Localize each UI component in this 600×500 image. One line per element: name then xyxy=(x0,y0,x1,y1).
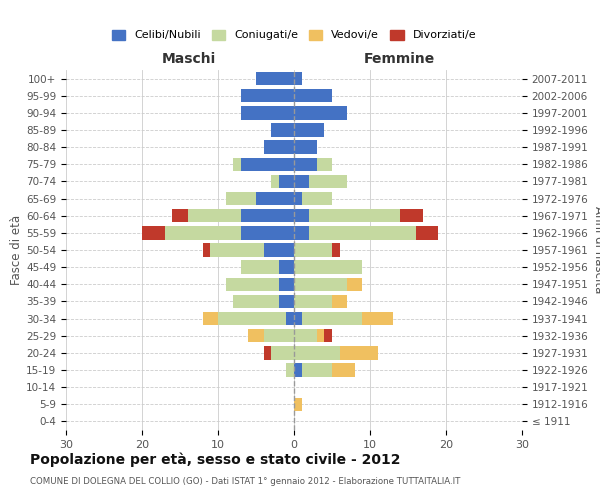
Bar xyxy=(256,192,294,205)
Bar xyxy=(286,364,294,376)
Text: Maschi: Maschi xyxy=(162,52,216,66)
Bar xyxy=(294,226,309,239)
Bar xyxy=(226,192,256,205)
Bar xyxy=(203,312,218,326)
Bar xyxy=(263,244,294,256)
Bar xyxy=(309,174,347,188)
Legend: Celibi/Nubili, Coniugati/e, Vedovi/e, Divorziati/e: Celibi/Nubili, Coniugati/e, Vedovi/e, Di… xyxy=(107,25,481,45)
Bar xyxy=(142,226,165,239)
Bar xyxy=(271,346,294,360)
Bar xyxy=(302,312,362,326)
Bar xyxy=(362,312,393,326)
Bar xyxy=(203,244,211,256)
Bar xyxy=(416,226,439,239)
Bar xyxy=(279,260,294,274)
Bar xyxy=(294,106,347,120)
Bar xyxy=(294,398,302,411)
Bar xyxy=(309,226,416,239)
Bar xyxy=(332,294,347,308)
Bar xyxy=(241,106,294,120)
Bar xyxy=(279,174,294,188)
Bar xyxy=(226,278,279,291)
Bar xyxy=(233,294,279,308)
Bar xyxy=(233,158,241,171)
Bar xyxy=(294,192,302,205)
Bar xyxy=(211,244,263,256)
Bar xyxy=(165,226,241,239)
Text: Popolazione per età, sesso e stato civile - 2012: Popolazione per età, sesso e stato civil… xyxy=(30,452,401,467)
Bar xyxy=(248,329,263,342)
Bar xyxy=(218,312,286,326)
Bar xyxy=(286,312,294,326)
Bar xyxy=(263,329,294,342)
Bar xyxy=(294,72,302,86)
Bar xyxy=(325,329,332,342)
Bar xyxy=(317,158,332,171)
Text: COMUNE DI DOLEGNA DEL COLLIO (GO) - Dati ISTAT 1° gennaio 2012 - Elaborazione TU: COMUNE DI DOLEGNA DEL COLLIO (GO) - Dati… xyxy=(30,478,460,486)
Bar xyxy=(172,209,188,222)
Text: Femmine: Femmine xyxy=(363,52,434,66)
Bar xyxy=(241,209,294,222)
Bar xyxy=(294,346,340,360)
Bar xyxy=(302,364,332,376)
Bar xyxy=(340,346,377,360)
Bar xyxy=(294,89,332,102)
Bar xyxy=(241,158,294,171)
Bar xyxy=(309,209,400,222)
Bar xyxy=(256,72,294,86)
Bar xyxy=(279,278,294,291)
Bar xyxy=(317,329,325,342)
Bar xyxy=(294,174,309,188)
Bar xyxy=(294,124,325,136)
Bar xyxy=(400,209,423,222)
Y-axis label: Anni di nascita: Anni di nascita xyxy=(592,206,600,294)
Bar xyxy=(302,192,332,205)
Bar xyxy=(271,174,279,188)
Bar xyxy=(263,140,294,154)
Bar xyxy=(294,278,347,291)
Bar xyxy=(294,244,332,256)
Bar xyxy=(294,209,309,222)
Bar xyxy=(271,124,294,136)
Bar xyxy=(294,312,302,326)
Y-axis label: Fasce di età: Fasce di età xyxy=(10,215,23,285)
Bar xyxy=(294,140,317,154)
Bar xyxy=(332,244,340,256)
Bar xyxy=(294,329,317,342)
Bar xyxy=(263,346,271,360)
Bar xyxy=(188,209,241,222)
Bar xyxy=(241,260,279,274)
Bar xyxy=(332,364,355,376)
Bar xyxy=(241,226,294,239)
Bar xyxy=(279,294,294,308)
Bar xyxy=(294,294,332,308)
Bar xyxy=(241,89,294,102)
Bar xyxy=(347,278,362,291)
Bar xyxy=(294,260,362,274)
Bar xyxy=(294,158,317,171)
Bar xyxy=(294,364,302,376)
